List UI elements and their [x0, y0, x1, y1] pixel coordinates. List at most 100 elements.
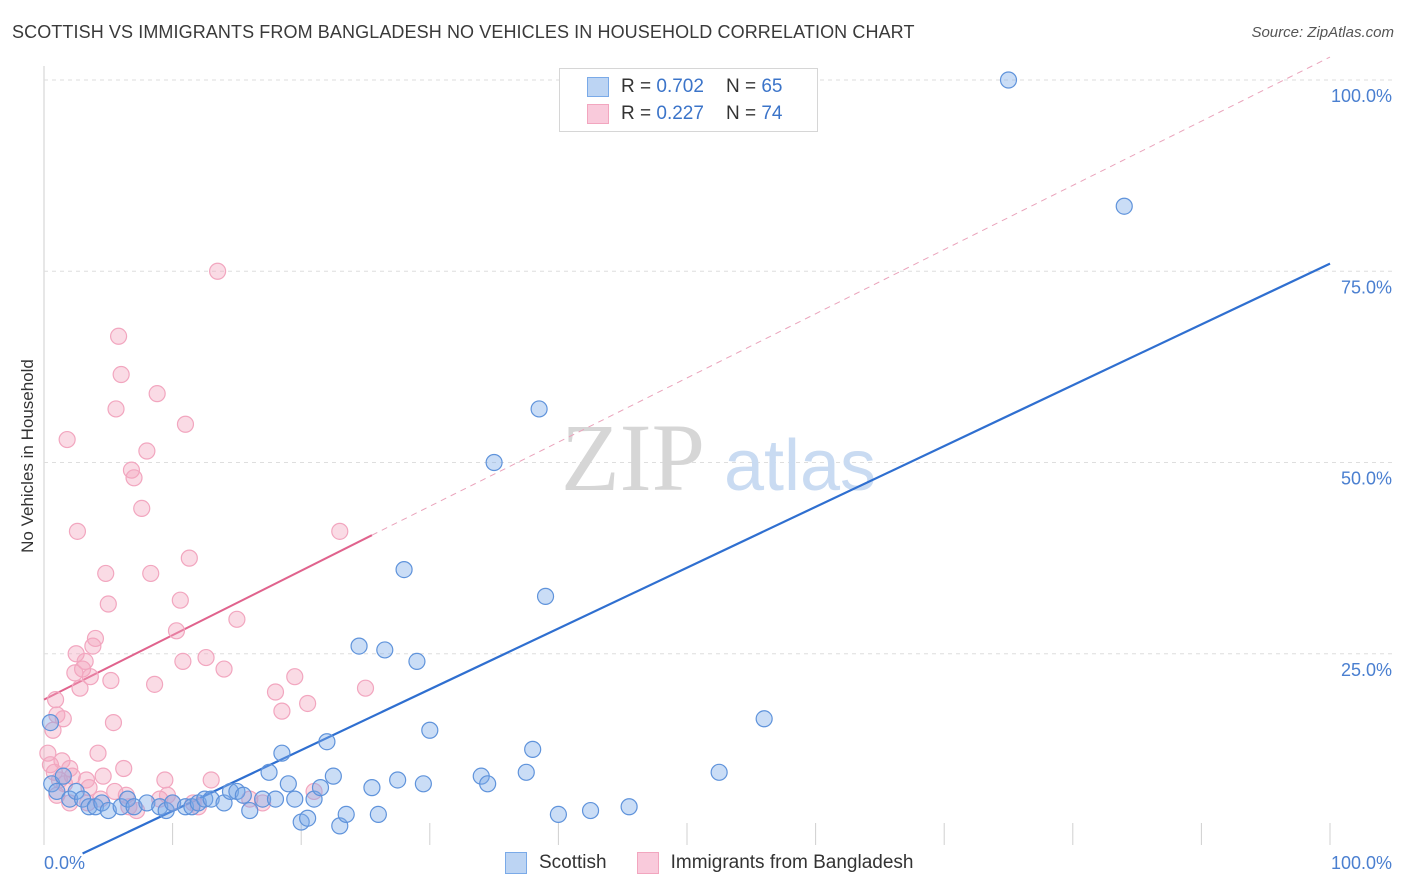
scottish-point	[318, 733, 336, 751]
bangladesh-point	[102, 671, 120, 690]
bangladesh-point	[133, 499, 151, 517]
chart-title: SCOTTISH VS IMMIGRANTS FROM BANGLADESH N…	[12, 22, 915, 42]
r-value: 0.227	[656, 103, 704, 124]
scottish-point	[234, 786, 252, 804]
y-tick-label: 100.0%	[1331, 86, 1392, 106]
bangladesh-point	[174, 652, 192, 671]
stats-legend-row-scottish: R = 0.702 N = 65	[560, 74, 782, 100]
y-tick-label: 25.0%	[1341, 660, 1392, 680]
n-label: N =	[725, 76, 757, 97]
scottish-point	[176, 798, 195, 816]
scottish-trend-line	[82, 262, 1331, 855]
scottish-point	[536, 587, 555, 605]
scottish-point	[549, 805, 568, 824]
x-tick-label: 100.0%	[1331, 853, 1392, 873]
bangladesh-point	[156, 771, 174, 789]
bangladesh-point	[94, 767, 112, 785]
scottish-point	[485, 453, 503, 472]
scottish-point	[999, 71, 1018, 89]
bangladesh-point	[215, 660, 233, 678]
legend-label-bangladesh: Immigrants from Bangladesh	[670, 852, 914, 873]
bangladesh-point	[228, 610, 246, 628]
bangladesh-point	[97, 564, 115, 583]
bangladesh-point	[86, 629, 105, 648]
bangladesh-point	[107, 400, 125, 418]
bangladesh-point	[142, 564, 160, 583]
bangladesh-point	[76, 652, 94, 671]
bangladesh-point	[99, 595, 117, 613]
bangladesh-point	[112, 365, 130, 384]
scottish-point	[524, 740, 542, 758]
scottish-point	[125, 798, 143, 816]
gridlines	[43, 66, 1392, 845]
bangladesh-point	[356, 679, 375, 697]
scottish-point	[620, 798, 638, 816]
bangladesh-point	[148, 385, 166, 403]
stats-legend: R = 0.702 N = 65 R = 0.227 N = 74	[559, 68, 818, 132]
scottish-point	[241, 801, 259, 820]
scottish-point	[421, 721, 439, 739]
watermark-atlas: atlas	[724, 426, 876, 506]
scottish-point	[1115, 197, 1133, 215]
bangladesh-point	[106, 782, 124, 801]
bangladesh-trend-extension	[371, 56, 1331, 536]
y-tick-label: 50.0%	[1341, 469, 1392, 489]
bangladesh-point	[71, 679, 89, 697]
bangladesh-point	[167, 622, 186, 640]
scottish-point	[299, 809, 317, 827]
scottish-legend-swatch	[505, 852, 527, 874]
bangladesh-point	[176, 415, 195, 433]
scottish-point	[395, 560, 413, 579]
x-tick-label: 0.0%	[44, 853, 85, 873]
bangladesh-point	[115, 759, 133, 778]
legend-item-bangladesh: Immigrants from Bangladesh	[636, 852, 914, 874]
bangladesh-point	[299, 694, 317, 713]
n-value: 65	[761, 76, 783, 97]
data-points	[39, 71, 1133, 835]
scottish-point	[279, 775, 297, 793]
n-label: N =	[725, 103, 757, 124]
scottish-point	[517, 763, 535, 781]
scottish-point	[80, 798, 98, 816]
scottish-point	[479, 775, 497, 793]
scottish-swatch	[587, 77, 609, 97]
scottish-point	[414, 775, 432, 793]
bangladesh-point	[89, 744, 107, 762]
scottish-point	[202, 790, 220, 808]
scottish-point	[408, 652, 426, 671]
scottish-point	[99, 801, 117, 820]
r-label: R =	[621, 76, 652, 97]
bangladesh-point	[54, 710, 72, 728]
stats-legend-row-bangladesh: R = 0.227 N = 74	[560, 101, 782, 127]
scottish-point	[376, 641, 394, 659]
scottish-point	[389, 771, 407, 789]
scottish-point	[350, 637, 368, 655]
bangladesh-swatch	[587, 104, 609, 124]
scottish-point	[363, 779, 381, 797]
series-legend: Scottish Immigrants from Bangladesh	[505, 852, 943, 874]
r-value: 0.702	[656, 76, 704, 97]
scottish-point	[196, 790, 214, 808]
bangladesh-point	[109, 327, 128, 345]
y-tick-label: 75.0%	[1341, 277, 1392, 297]
scottish-point	[273, 744, 291, 762]
bangladesh-point	[58, 430, 76, 449]
scottish-point	[324, 767, 342, 785]
legend-label-scottish: Scottish	[539, 852, 607, 873]
chart-source: Source: ZipAtlas.com	[1251, 24, 1394, 41]
legend-item-scottish: Scottish	[505, 852, 607, 874]
bangladesh-point	[125, 469, 143, 487]
scottish-point	[755, 710, 773, 728]
bangladesh-point	[331, 522, 349, 540]
bangladesh-point	[254, 794, 272, 812]
bangladesh-point	[266, 683, 285, 701]
scottish-point	[581, 801, 600, 820]
bangladesh-point	[286, 668, 304, 686]
scottish-point	[221, 782, 240, 801]
bangladesh-point	[273, 702, 291, 720]
bangladesh-point	[68, 522, 87, 540]
scottish-point	[710, 763, 728, 781]
scottish-point	[530, 400, 548, 418]
bangladesh-point	[171, 591, 189, 609]
